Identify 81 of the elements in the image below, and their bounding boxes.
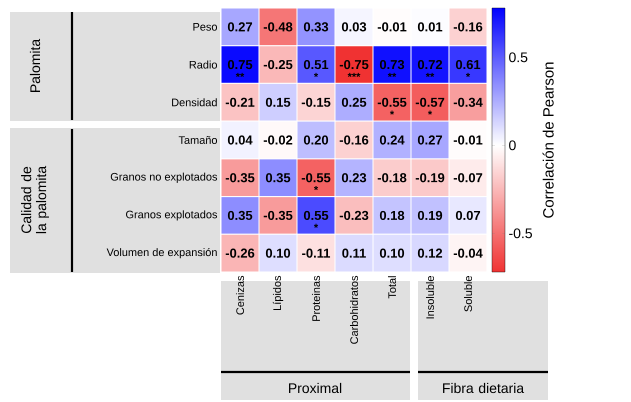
data-label: -0.19 bbox=[416, 173, 444, 182]
data-label: -0.25 bbox=[264, 60, 292, 70]
data-label: 0.24 bbox=[380, 135, 405, 145]
y-tick-label: Tamaño bbox=[178, 136, 218, 144]
data-label: 0.10 bbox=[266, 248, 290, 258]
data-label: 0.35 bbox=[266, 173, 290, 182]
text: Proximal bbox=[289, 382, 342, 394]
data-label: 0.20 bbox=[304, 135, 328, 145]
annotation: ** bbox=[426, 72, 434, 77]
data-label: -0.34 bbox=[454, 98, 483, 107]
data-label: 0.27 bbox=[228, 22, 252, 32]
x-tick-label: Carbohidratos bbox=[350, 276, 358, 344]
data-label: 0.18 bbox=[380, 210, 404, 220]
data-label: 0.07 bbox=[456, 210, 480, 220]
annotation: * bbox=[314, 72, 318, 77]
data-label: 0.33 bbox=[304, 22, 328, 32]
annotation: * bbox=[314, 224, 318, 228]
annotation: ** bbox=[388, 72, 396, 77]
data-label: -0.02 bbox=[264, 135, 292, 145]
data-label: 0.03 bbox=[342, 22, 366, 32]
data-label: -0.26 bbox=[226, 248, 254, 258]
data-label: -0.55 bbox=[378, 98, 406, 107]
text: Palomita bbox=[30, 38, 40, 92]
x-tick-label: Insoluble bbox=[426, 276, 434, 318]
data-label: 0.51 bbox=[304, 60, 328, 70]
y-tick-label: Volumen de expansión bbox=[106, 248, 217, 258]
data-label: 0.61 bbox=[456, 60, 480, 70]
y-tick-label: Granos explotados bbox=[126, 210, 218, 221]
y-tick-label: Densidad bbox=[172, 98, 217, 106]
annotation: * bbox=[428, 110, 432, 115]
color-bar-title: Correlación de Pearson bbox=[542, 62, 554, 218]
data-label: -0.11 bbox=[302, 248, 330, 258]
text: Fibra dietaria bbox=[443, 382, 524, 394]
data-label: 0.35 bbox=[228, 210, 252, 220]
data-label: 0.72 bbox=[418, 60, 442, 70]
x-tick-label: Lípidos bbox=[272, 276, 284, 310]
data-label: -0.57 bbox=[416, 98, 444, 107]
data-label: -0.16 bbox=[454, 22, 482, 32]
data-label: -0.35 bbox=[226, 173, 254, 182]
data-label: -0.07 bbox=[454, 173, 482, 182]
data-label: 0.12 bbox=[418, 248, 442, 258]
data-label: 0.10 bbox=[380, 248, 404, 258]
data-label: -0.23 bbox=[340, 210, 368, 220]
data-label: 0.27 bbox=[418, 135, 442, 145]
y-tick-label: Granos no explotados bbox=[110, 172, 218, 183]
data-label: 0.19 bbox=[418, 210, 442, 220]
x-tick-label: Total bbox=[388, 276, 396, 298]
data-label: -0.35 bbox=[264, 210, 292, 220]
data-label: -0.21 bbox=[226, 98, 254, 107]
data-label: -0.15 bbox=[302, 98, 330, 107]
data-label: 0.55 bbox=[304, 210, 328, 220]
annotation: *** bbox=[348, 72, 360, 77]
x-tick-label: Proteinas bbox=[312, 276, 320, 321]
color-bar-label: 0.5 bbox=[509, 52, 528, 62]
data-label: 0.23 bbox=[342, 173, 366, 182]
data-label: -0.01 bbox=[378, 22, 406, 32]
y-tick-label: Peso bbox=[193, 23, 218, 31]
data-label: -0.55 bbox=[302, 173, 330, 182]
color-bar-label: 0 bbox=[509, 140, 516, 150]
data-label: -0.04 bbox=[454, 248, 483, 258]
data-label: 0.01 bbox=[418, 22, 442, 32]
annotation: ** bbox=[236, 72, 244, 77]
data-label: 0.04 bbox=[228, 135, 253, 145]
data-label: 0.75 bbox=[228, 60, 252, 70]
color-bar-label: -0.5 bbox=[509, 228, 532, 238]
data-label: 0.11 bbox=[342, 248, 366, 258]
text: Calidad de la palomita bbox=[21, 166, 49, 234]
annotation: * bbox=[466, 72, 470, 77]
x-tick-label: Cenizas bbox=[236, 276, 244, 315]
data-label: -0.75 bbox=[340, 60, 368, 70]
data-label: 0.25 bbox=[342, 98, 366, 107]
y-tick-label: Radio bbox=[190, 60, 218, 69]
annotation: * bbox=[390, 110, 394, 115]
data-label: -0.48 bbox=[264, 22, 292, 32]
data-label: 0.73 bbox=[380, 60, 404, 70]
data-label: -0.18 bbox=[378, 173, 406, 182]
annotation: * bbox=[314, 186, 318, 190]
data-label: 0.15 bbox=[266, 98, 290, 107]
x-tick-label: Soluble bbox=[464, 276, 472, 312]
data-label: -0.01 bbox=[454, 135, 482, 145]
data-label: -0.16 bbox=[340, 135, 368, 145]
